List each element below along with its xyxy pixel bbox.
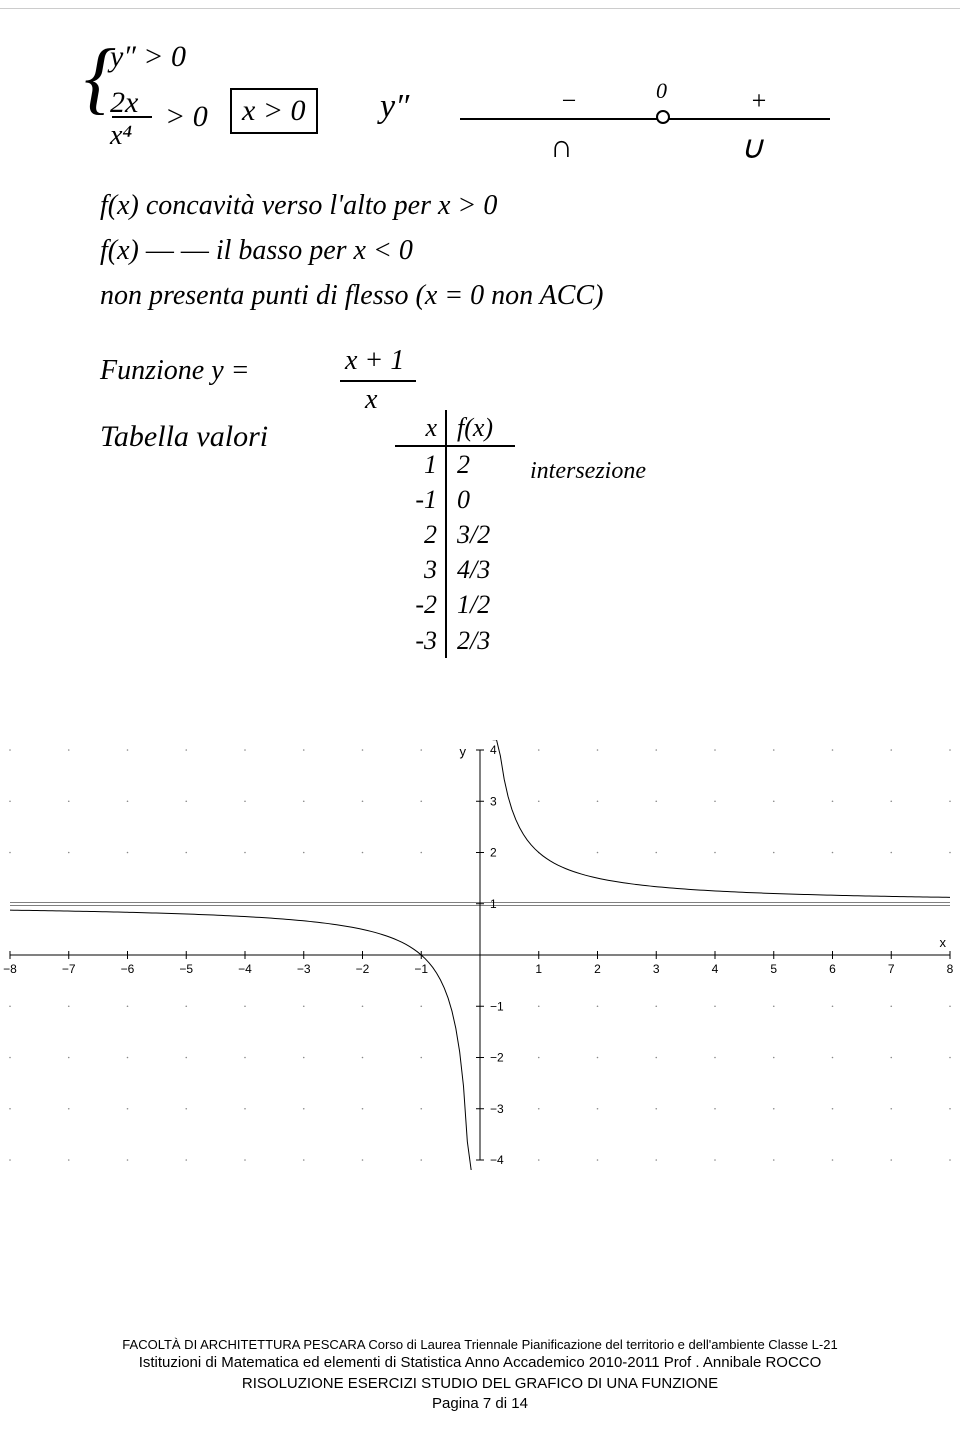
- svg-text:1: 1: [535, 962, 542, 976]
- svg-text:8: 8: [947, 962, 954, 976]
- footer-line-4: Pagina 7 di 14: [0, 1394, 960, 1414]
- sign-number-line: − 0 + ∩ ∪: [460, 80, 830, 160]
- concavity-text-3: non presenta punti di flesso (x = 0 non …: [100, 280, 603, 312]
- system-frac-den: x⁴: [110, 120, 132, 152]
- boxed-condition: x > 0: [230, 88, 318, 134]
- concave-down-icon: ∩: [550, 128, 573, 165]
- svg-text:y: y: [460, 744, 467, 759]
- function-frac-num: x + 1: [345, 345, 404, 377]
- table-cell-x: 2: [395, 517, 445, 552]
- svg-text:3: 3: [490, 794, 497, 808]
- svg-text:−7: −7: [62, 962, 76, 976]
- table-row: 34/3: [395, 552, 515, 587]
- svg-text:2: 2: [594, 962, 601, 976]
- page-footer: FACOLTÀ DI ARCHITETTURA PESCARA Corso di…: [0, 1336, 960, 1414]
- sign-minus: −: [560, 86, 578, 116]
- table-cell-x: -1: [395, 482, 445, 517]
- function-label: Funzione y =: [100, 355, 250, 387]
- table-cell-x: -3: [395, 623, 445, 658]
- svg-text:6: 6: [829, 962, 836, 976]
- value-table: x f(x) 12-1023/234/3-21/2-32/3: [395, 410, 515, 658]
- svg-text:x: x: [940, 935, 947, 950]
- table-cell-f: 0: [445, 482, 515, 517]
- system-rhs: > 0: [165, 100, 208, 134]
- system-line1: y″ > 0: [110, 40, 186, 74]
- table-cell-f: 1/2: [445, 587, 515, 622]
- svg-text:5: 5: [770, 962, 777, 976]
- table-cell-x: -2: [395, 587, 445, 622]
- svg-text:−8: −8: [3, 962, 17, 976]
- sign-zero-marker: [656, 110, 670, 124]
- svg-text:2: 2: [490, 846, 497, 860]
- svg-text:−2: −2: [490, 1051, 504, 1065]
- table-cell-f: 3/2: [445, 517, 515, 552]
- svg-text:−4: −4: [238, 962, 252, 976]
- system-frac-num: 2x: [110, 86, 138, 120]
- table-header-f: f(x): [445, 410, 515, 445]
- table-cell-f: 2: [445, 447, 515, 482]
- sign-line-axis: [460, 118, 830, 120]
- concavity-text-1: f(x) concavità verso l'alto per x > 0: [100, 190, 497, 222]
- table-row: -21/2: [395, 587, 515, 622]
- y-double-prime-label: y″: [380, 88, 409, 126]
- table-row: 23/2: [395, 517, 515, 552]
- footer-line-3: RISOLUZIONE ESERCIZI STUDIO DEL GRAFICO …: [0, 1374, 960, 1394]
- function-frac-bar: [340, 380, 416, 382]
- system-frac-bar: [112, 116, 152, 118]
- table-row: -32/3: [395, 623, 515, 658]
- svg-text:1: 1: [490, 897, 497, 911]
- svg-text:−6: −6: [121, 962, 135, 976]
- svg-text:−1: −1: [414, 962, 428, 976]
- svg-text:7: 7: [888, 962, 895, 976]
- svg-text:−2: −2: [356, 962, 370, 976]
- table-cell-x: 1: [395, 447, 445, 482]
- table-cell-f: 2/3: [445, 623, 515, 658]
- table-row: -10: [395, 482, 515, 517]
- concave-up-icon: ∪: [740, 128, 763, 166]
- footer-line-2: Istituzioni di Matematica ed elementi di…: [0, 1353, 960, 1373]
- function-graph: −8 −7 −6 −5 −4 −3 −2 −1 1 2 3 4 5 6 7 8 −4 −3 −2 −1 1 2 3 4 y x: [0, 740, 960, 1170]
- function-frac-den: x: [365, 384, 377, 416]
- svg-text:−4: −4: [490, 1153, 504, 1167]
- svg-text:−3: −3: [490, 1102, 504, 1116]
- svg-text:−1: −1: [490, 999, 504, 1013]
- svg-text:4: 4: [490, 743, 497, 757]
- sign-plus: +: [750, 86, 768, 116]
- concavity-text-2: f(x) ― ― il basso per x < 0: [100, 235, 413, 267]
- page-top-rule: [0, 8, 960, 9]
- table-row: 12: [395, 447, 515, 482]
- svg-text:4: 4: [712, 962, 719, 976]
- svg-text:3: 3: [653, 962, 660, 976]
- svg-text:−3: −3: [297, 962, 311, 976]
- table-title: Tabella valori: [100, 420, 268, 454]
- table-cell-f: 4/3: [445, 552, 515, 587]
- sign-zero-label: 0: [656, 78, 667, 104]
- footer-line-1: FACOLTÀ DI ARCHITETTURA PESCARA Corso di…: [0, 1336, 960, 1354]
- table-header-x: x: [395, 410, 445, 445]
- svg-text:−5: −5: [179, 962, 193, 976]
- table-cell-x: 3: [395, 552, 445, 587]
- table-note: intersezione: [530, 458, 646, 485]
